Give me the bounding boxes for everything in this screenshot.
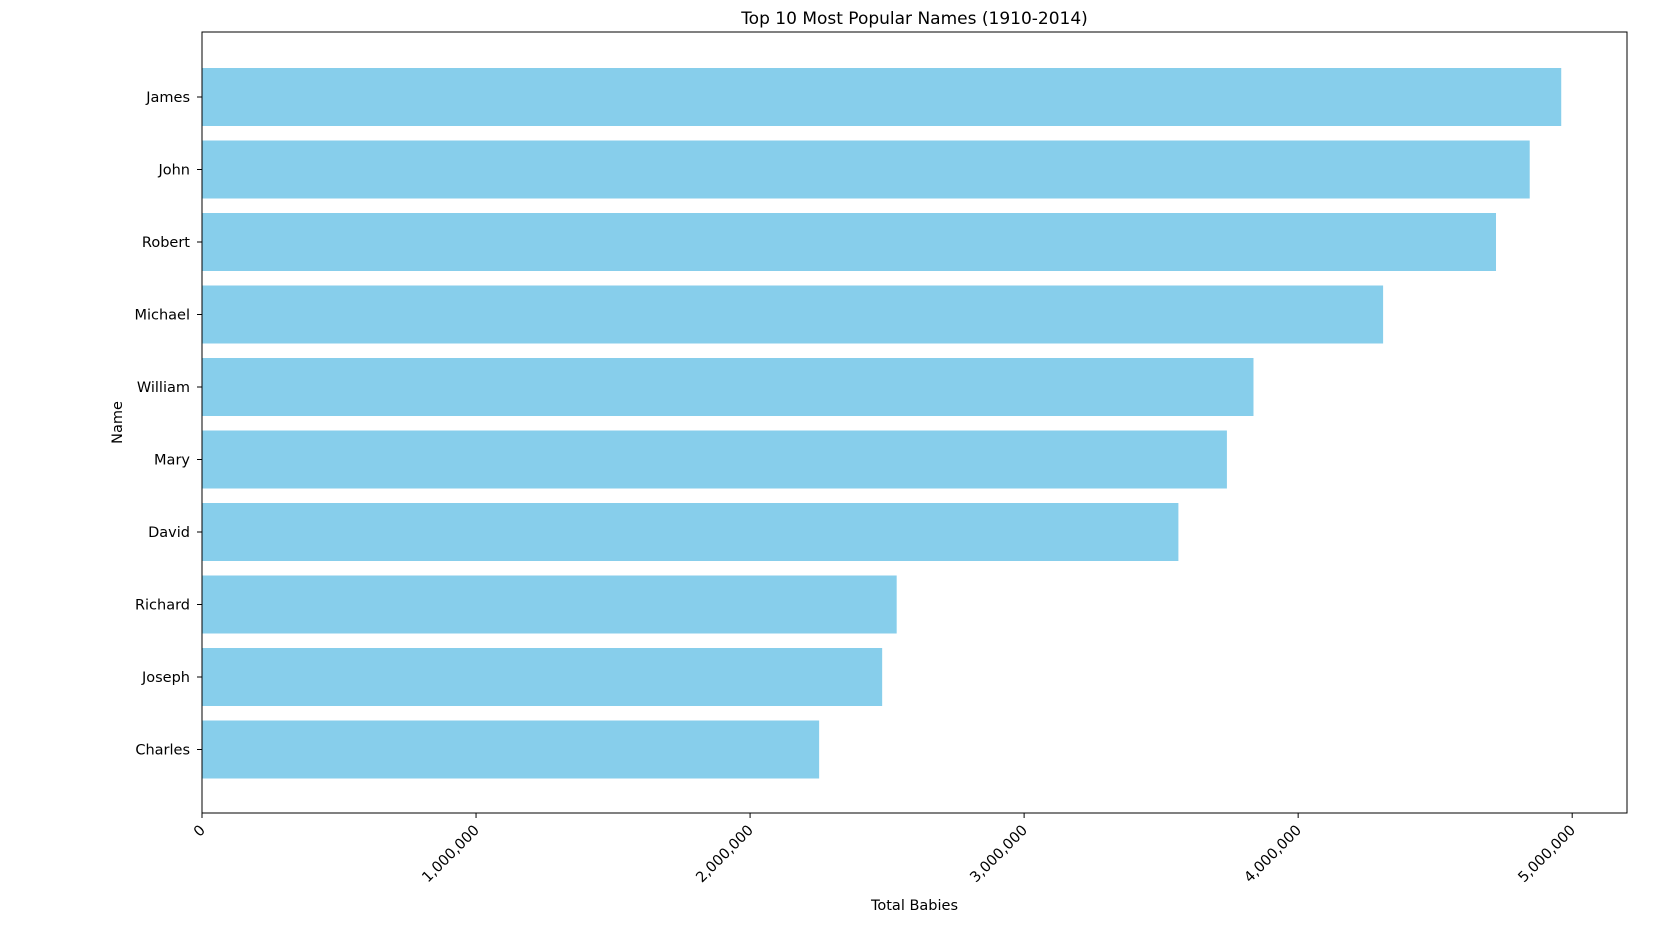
x-axis-label: Total Babies	[870, 898, 958, 914]
y-tick-label: Mary	[154, 453, 190, 469]
y-tick-label: William	[137, 380, 190, 396]
bar-michael	[202, 285, 1384, 344]
plot-frame	[201, 31, 1628, 814]
x-tick-label: 2,000,000	[693, 823, 756, 886]
chart-title: Top 10 Most Popular Names (1910-2014)	[740, 9, 1088, 29]
y-tick-label: James	[145, 90, 190, 106]
bar-richard	[202, 575, 897, 634]
bar-james	[202, 68, 1562, 126]
bar-john	[202, 140, 1530, 199]
y-tick-label: Charles	[135, 743, 190, 759]
x-axis-ticks: 0 1,000,000 2,000,000 3,000,000 4,000,000 5,0…	[191, 813, 1579, 886]
bar-william	[202, 358, 1254, 416]
bar-mary	[202, 430, 1227, 489]
x-tick-label: 5,000,000	[1516, 823, 1579, 886]
y-axis-label: Name	[110, 401, 126, 444]
bar-david	[202, 503, 1179, 561]
x-tick-label: 3,000,000	[967, 823, 1030, 886]
x-tick-label: 0	[191, 823, 209, 841]
x-tick-label: 4,000,000	[1241, 823, 1304, 886]
y-tick-label: John	[157, 163, 190, 179]
y-axis-ticks: James John Robert Michael William Mary David Ri…	[134, 90, 202, 759]
bar-charles	[202, 720, 820, 779]
y-tick-label: David	[148, 525, 190, 541]
y-tick-label: Richard	[135, 598, 190, 614]
x-tick-label: 1,000,000	[419, 823, 482, 886]
y-tick-label: Michael	[134, 308, 190, 324]
bar-robert	[202, 213, 1497, 271]
y-tick-label: Robert	[142, 235, 190, 251]
y-tick-label: Joseph	[141, 670, 190, 686]
bar-joseph	[202, 648, 883, 706]
bars-layer	[202, 68, 1562, 779]
